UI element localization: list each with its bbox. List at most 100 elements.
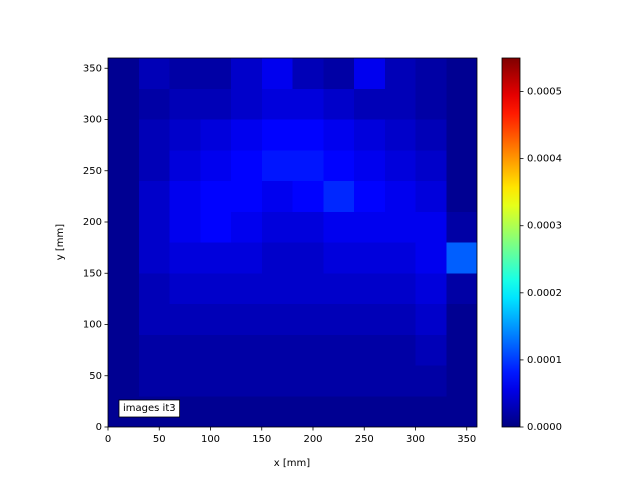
heatmap-cell — [231, 304, 262, 335]
y-tick-label: 300 — [83, 115, 102, 126]
heatmap-cell — [169, 119, 201, 151]
heatmap-cell — [354, 58, 385, 89]
heatmap-cell — [354, 211, 385, 243]
heatmap-cell — [200, 119, 231, 151]
heatmap-cell — [138, 58, 170, 89]
heatmap-cell — [169, 242, 201, 274]
heatmap-cell — [231, 365, 262, 397]
heatmap-cell — [169, 88, 201, 120]
heatmap-cell — [415, 88, 447, 120]
heatmap-cell — [231, 211, 262, 243]
heatmap-cell — [354, 334, 385, 366]
heatmap-cell — [261, 58, 293, 89]
heatmap-cell — [384, 88, 416, 120]
x-tick-label: 300 — [406, 434, 425, 445]
heatmap-cell — [108, 150, 139, 181]
colorbar-tick-label: 0.0003 — [527, 221, 562, 232]
heatmap-cell — [261, 334, 293, 366]
heatmap-cell — [323, 304, 354, 335]
heatmap-cell — [446, 396, 477, 427]
heatmap-cell — [138, 334, 170, 366]
heatmap-cell — [384, 304, 416, 335]
heatmap-cell — [446, 365, 477, 397]
heatmap-cell — [292, 58, 324, 89]
heatmap-cell — [323, 396, 354, 427]
heatmap-cell — [292, 119, 324, 151]
heatmap-cell — [231, 150, 262, 181]
heatmap-cell — [231, 119, 262, 151]
heatmap-cell — [415, 58, 447, 89]
heatmap-cell — [138, 273, 170, 304]
heatmap-cell — [138, 304, 170, 335]
heatmap-cell — [200, 242, 231, 274]
heatmap-cell — [231, 273, 262, 304]
heatmap-cell — [108, 365, 139, 397]
heatmap-cell — [200, 365, 231, 397]
heatmap-cell — [261, 150, 293, 181]
heatmap-cell — [446, 150, 477, 181]
heatmap-cell — [108, 119, 139, 151]
heatmap-cell — [108, 181, 139, 212]
heatmap-cell — [354, 88, 385, 120]
heatmap-cell — [200, 396, 231, 427]
axes-frame — [107, 57, 478, 428]
x-tick-label: 250 — [355, 434, 374, 445]
heatmap-cell — [138, 242, 170, 274]
heatmap-cell — [354, 119, 385, 151]
heatmap-cell — [231, 334, 262, 366]
heatmap-cell — [323, 58, 354, 89]
heatmap-cell — [108, 242, 139, 274]
heatmap-cell — [261, 396, 293, 427]
colorbar — [501, 57, 521, 428]
heatmap-cell — [169, 273, 201, 304]
heatmap-cell — [415, 211, 447, 243]
x-tick-label: 0 — [105, 434, 111, 445]
heatmap-cell — [200, 334, 231, 366]
heatmap-cell — [200, 273, 231, 304]
heatmap-cell — [384, 181, 416, 212]
x-tick-label: 150 — [252, 434, 271, 445]
heatmap-cell — [415, 304, 447, 335]
heatmap-cell — [261, 181, 293, 212]
x-tick-label: 50 — [153, 434, 166, 445]
heatmap-cell — [384, 58, 416, 89]
heatmap-cell — [108, 88, 139, 120]
heatmap-cell — [354, 365, 385, 397]
heatmap-cell — [384, 365, 416, 397]
heatmap-cell — [446, 88, 477, 120]
heatmap-cell — [384, 334, 416, 366]
heatmap-cell — [354, 396, 385, 427]
heatmap-cell — [384, 396, 416, 427]
heatmap-cell — [231, 396, 262, 427]
heatmap-cell — [446, 334, 477, 366]
heatmap-cell — [354, 304, 385, 335]
heatmap-cell — [384, 273, 416, 304]
heatmap-cell — [138, 211, 170, 243]
annotation-box — [118, 399, 181, 418]
x-tick-label: 350 — [457, 434, 476, 445]
heatmap-cell — [169, 181, 201, 212]
heatmap-cell — [292, 273, 324, 304]
y-tick-label: 50 — [89, 371, 102, 382]
heatmap-cell — [200, 58, 231, 89]
heatmap-cell — [415, 242, 447, 274]
heatmap-cell — [446, 273, 477, 304]
heatmap-cell — [384, 211, 416, 243]
heatmap-cell — [292, 88, 324, 120]
heatmap-cell — [323, 273, 354, 304]
heatmap-cell — [292, 242, 324, 274]
heatmap-cell — [415, 365, 447, 397]
heatmap-cell — [200, 150, 231, 181]
heatmap-cell — [446, 181, 477, 212]
heatmap-cell — [200, 211, 231, 243]
heatmap-cell — [138, 88, 170, 120]
heatmap-cell — [169, 304, 201, 335]
heatmap-cell — [108, 211, 139, 243]
colorbar-tick-label: 0.0005 — [527, 87, 562, 98]
y-tick-label: 100 — [83, 320, 102, 331]
heatmap-cell — [261, 304, 293, 335]
x-tick-label: 200 — [303, 434, 322, 445]
heatmap-cell — [446, 211, 477, 243]
heatmap-cell — [231, 181, 262, 212]
heatmap-cell — [446, 58, 477, 89]
